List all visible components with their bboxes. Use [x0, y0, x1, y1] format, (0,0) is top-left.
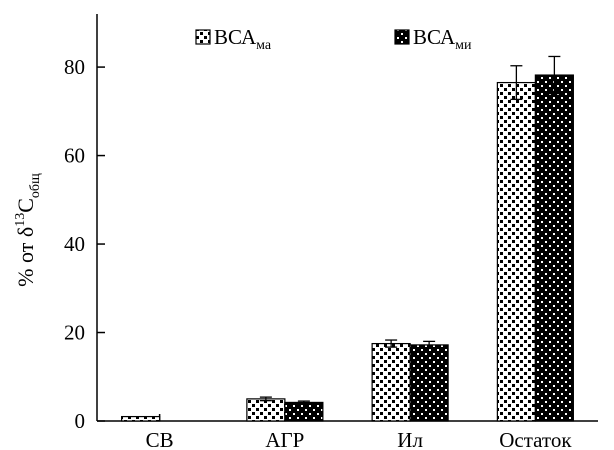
y-tick-label: 0: [75, 409, 86, 433]
y-axis-title-sub: общ: [28, 173, 43, 198]
y-axis-title-prefix: % от δ: [13, 227, 38, 287]
bar-ма-1: [246, 398, 286, 422]
legend-item-bca-mi: ВСАми: [394, 25, 472, 53]
bar-ми-2: [409, 344, 449, 422]
x-tick-label: Ил: [397, 428, 423, 450]
bar-ма-0: [121, 415, 161, 422]
y-tick-label: 40: [64, 232, 85, 256]
y-tick-label: 20: [64, 321, 85, 345]
bar-ми-3: [534, 74, 574, 422]
legend-label-bca-mi: ВСАми: [413, 25, 472, 53]
legend-label-bca-ma-sub: ма: [256, 38, 272, 53]
bar-ми-1: [284, 401, 324, 422]
legend-swatch-dark: [394, 29, 410, 45]
legend: ВСАма ВСАми: [195, 25, 472, 53]
bars: [121, 74, 574, 422]
error-bars: [259, 55, 561, 405]
y-axis-title-sup: 13: [13, 213, 28, 227]
bar-ма-2: [371, 342, 411, 422]
y-tick-label: 60: [64, 144, 85, 168]
legend-label-bca-ma-main: ВСА: [214, 25, 257, 49]
legend-swatch-light: [195, 29, 211, 45]
legend-label-bca-ma: ВСАма: [214, 25, 272, 53]
legend-label-bca-mi-sub: ми: [455, 38, 472, 53]
y-tick-label: 80: [64, 55, 85, 79]
y-ticks: 0 20 40 60 80: [64, 55, 105, 433]
x-tick-label: АГР: [265, 428, 304, 450]
x-tick-label: СВ: [146, 428, 174, 450]
x-tick-label: Остаток: [499, 428, 572, 450]
bar-ма-3: [496, 81, 536, 422]
y-axis-title-main: C: [13, 198, 38, 213]
legend-label-bca-mi-main: ВСА: [413, 25, 456, 49]
legend-item-bca-ma: ВСАма: [195, 25, 272, 53]
y-axis-title: % от δ13Cобщ: [13, 173, 43, 287]
